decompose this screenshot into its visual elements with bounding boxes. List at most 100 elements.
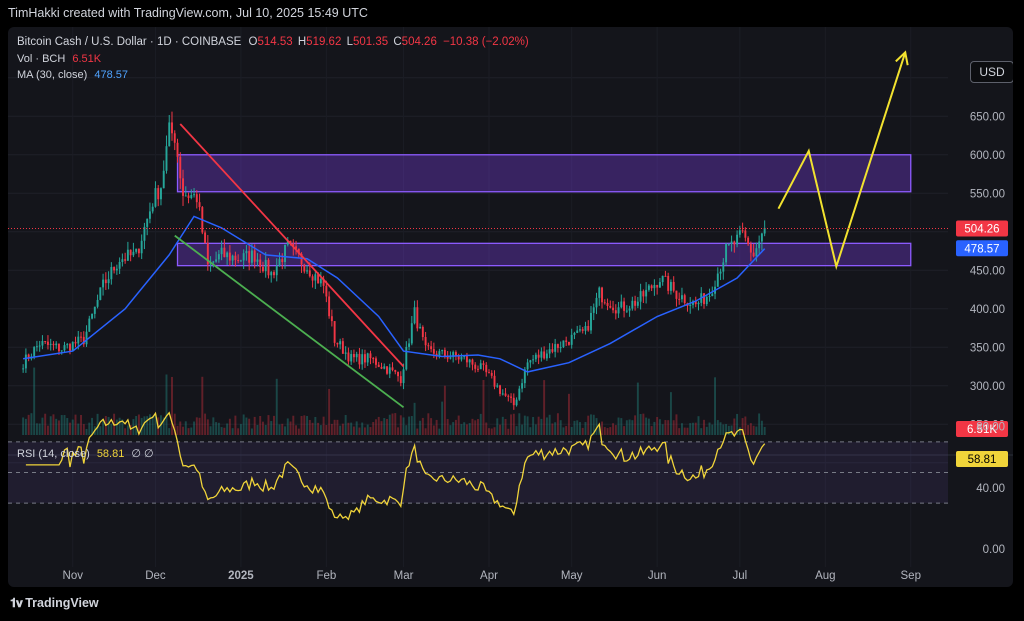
volume-bar: [556, 413, 559, 435]
rsi-value-label: 58.81: [956, 451, 1008, 468]
candle-body: [658, 282, 661, 288]
candle-body: [747, 237, 750, 245]
candle-body: [261, 266, 264, 272]
candle-body: [250, 250, 253, 263]
volume-bar: [656, 417, 659, 435]
legend-symbol[interactable]: Bitcoin Cash / U.S. Dollar · 1D · COINBA…: [17, 36, 242, 48]
time-tick-label: 2025: [228, 570, 254, 582]
currency-button[interactable]: USD: [970, 61, 1013, 83]
rsi-band: [8, 441, 948, 504]
volume-bar: [242, 414, 245, 435]
legend-ma-value: 478.57: [94, 69, 129, 81]
volume-bar: [667, 420, 670, 435]
volume-bar: [703, 419, 705, 435]
volume-bar: [741, 418, 744, 435]
volume-bar: [176, 425, 179, 435]
candle-body: [438, 351, 441, 357]
chart-canvas[interactable]: 700.00650.00600.00550.00500.00450.00400.…: [8, 27, 1013, 587]
volume-bar: [289, 421, 292, 435]
legend-rsi-label[interactable]: RSI (14, close): [17, 448, 90, 460]
candle-body: [526, 362, 529, 370]
volume-bar: [562, 427, 565, 435]
price-tick-label: 300.00: [970, 381, 1005, 393]
candle-body: [697, 302, 700, 305]
volume-bar: [534, 424, 537, 435]
candle-body: [708, 296, 711, 298]
volume-bar: [625, 420, 628, 435]
volume-bar: [512, 413, 515, 435]
candle-body: [521, 383, 524, 389]
candle-body: [267, 259, 270, 276]
volume-bar: [653, 421, 656, 435]
candle-body: [22, 368, 25, 370]
volume-bar: [60, 415, 63, 435]
volume-bar: [193, 421, 196, 435]
legend-rsi-extra: ∅ ∅: [131, 448, 154, 460]
volume-bar: [432, 425, 435, 435]
volume-bar: [82, 424, 85, 435]
volume-bar: [143, 416, 146, 435]
candle-body: [82, 336, 85, 345]
chart-area[interactable]: 700.00650.00600.00550.00500.00450.00400.…: [8, 27, 1013, 587]
candle-body: [394, 370, 397, 372]
candle-body: [543, 351, 546, 359]
price-tick-label: 350.00: [970, 342, 1005, 354]
candle-body: [416, 307, 419, 329]
candle-body: [151, 206, 154, 212]
volume-bar: [366, 424, 369, 435]
volume-bar: [286, 418, 289, 435]
candle-body: [441, 349, 444, 352]
candle-body: [534, 354, 537, 360]
legend-volume-label[interactable]: Vol · BCH: [17, 53, 66, 65]
ma-price-label-text: 478.57: [964, 243, 999, 255]
candle-body: [399, 376, 402, 384]
volume-bar: [700, 428, 703, 435]
volume-bar: [162, 417, 165, 435]
candle-body: [570, 334, 573, 345]
legend-open: O514.53: [248, 36, 293, 48]
volume-bar: [361, 422, 364, 435]
volume-bar: [579, 422, 581, 435]
volume-bar: [201, 376, 204, 435]
candle-body: [465, 356, 468, 363]
volume-bar: [245, 417, 248, 435]
volume-bar: [195, 417, 198, 435]
volume-bar: [669, 392, 672, 435]
candle-body: [656, 284, 659, 288]
candle-body: [107, 279, 110, 284]
candle-body: [126, 249, 129, 261]
volume-bar: [35, 423, 38, 435]
volume-bar: [510, 414, 513, 435]
candle-body: [419, 326, 422, 329]
candle-body: [749, 244, 752, 253]
volume-bar: [58, 420, 60, 435]
tradingview-logo[interactable]: 𝟏𝐯 TradingView: [10, 596, 99, 611]
last-price-label: 504.26: [956, 220, 1008, 237]
legend-high: H519.62: [297, 36, 342, 48]
volume-bar: [124, 428, 127, 435]
candle-body: [168, 122, 171, 147]
candle-body: [421, 326, 424, 338]
volume-bar: [297, 428, 300, 435]
volume-bar: [115, 419, 118, 435]
candle-body: [752, 252, 755, 257]
legend-ma-label[interactable]: MA (30, close): [17, 69, 88, 81]
candle-body: [736, 234, 739, 245]
volume-bar: [402, 417, 405, 435]
candle-body: [725, 244, 728, 263]
volume-bar: [49, 416, 52, 435]
volume-bar: [173, 413, 176, 435]
price-tick-label: 450.00: [970, 265, 1005, 277]
volume-bar: [529, 427, 532, 435]
candle-body: [529, 360, 532, 363]
volume-bar: [63, 415, 66, 435]
volume-bar: [154, 415, 157, 435]
volume-bar: [126, 425, 129, 435]
volume-bar: [85, 428, 88, 435]
candle-body: [603, 302, 606, 304]
moving-average-line: [22, 215, 766, 373]
volume-bar: [606, 428, 609, 435]
volume-bar: [107, 416, 110, 435]
candle-body: [510, 396, 513, 398]
candle-body: [366, 353, 369, 363]
